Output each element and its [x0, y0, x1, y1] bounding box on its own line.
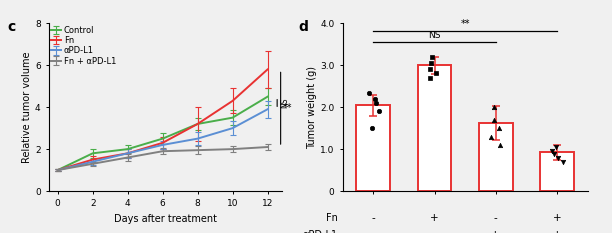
Text: **: ** — [283, 103, 293, 113]
Legend: Control, Fn, αPD-L1, Fn + αPD-L1: Control, Fn, αPD-L1, Fn + αPD-L1 — [51, 26, 116, 65]
Point — [551, 145, 561, 149]
Text: -: - — [494, 213, 498, 223]
X-axis label: Days after treatment: Days after treatment — [114, 214, 217, 224]
Text: Fn: Fn — [326, 213, 338, 223]
Point — [547, 149, 557, 153]
Text: +: + — [491, 230, 500, 233]
Text: NS: NS — [280, 98, 289, 108]
Bar — [357, 105, 390, 191]
Text: -: - — [371, 213, 375, 223]
Point — [489, 118, 499, 122]
Text: αPD-L1: αPD-L1 — [303, 230, 338, 233]
Point — [367, 126, 376, 130]
Text: d: d — [299, 20, 308, 34]
Point — [550, 152, 559, 156]
Text: +: + — [553, 230, 561, 233]
Text: -: - — [433, 230, 436, 233]
Point — [494, 126, 504, 130]
Bar — [418, 65, 452, 191]
Point — [489, 105, 499, 109]
Point — [495, 143, 505, 147]
Point — [558, 160, 568, 164]
Bar — [479, 123, 513, 191]
Point — [364, 91, 374, 94]
Text: -: - — [371, 230, 375, 233]
Point — [431, 71, 441, 75]
Text: **: ** — [460, 19, 470, 29]
Bar — [540, 152, 574, 191]
Point — [427, 61, 436, 65]
Point — [425, 68, 435, 71]
Point — [553, 157, 562, 160]
Point — [371, 101, 381, 105]
Point — [428, 55, 438, 59]
Point — [370, 97, 379, 101]
Text: +: + — [553, 213, 561, 223]
Point — [374, 110, 384, 113]
Text: +: + — [430, 213, 439, 223]
Y-axis label: Relative tumor volume: Relative tumor volume — [22, 51, 32, 163]
Y-axis label: Tumor weight (g): Tumor weight (g) — [307, 66, 317, 149]
Point — [425, 76, 435, 80]
Text: NS: NS — [428, 31, 441, 41]
Text: c: c — [7, 20, 15, 34]
Point — [486, 135, 496, 138]
